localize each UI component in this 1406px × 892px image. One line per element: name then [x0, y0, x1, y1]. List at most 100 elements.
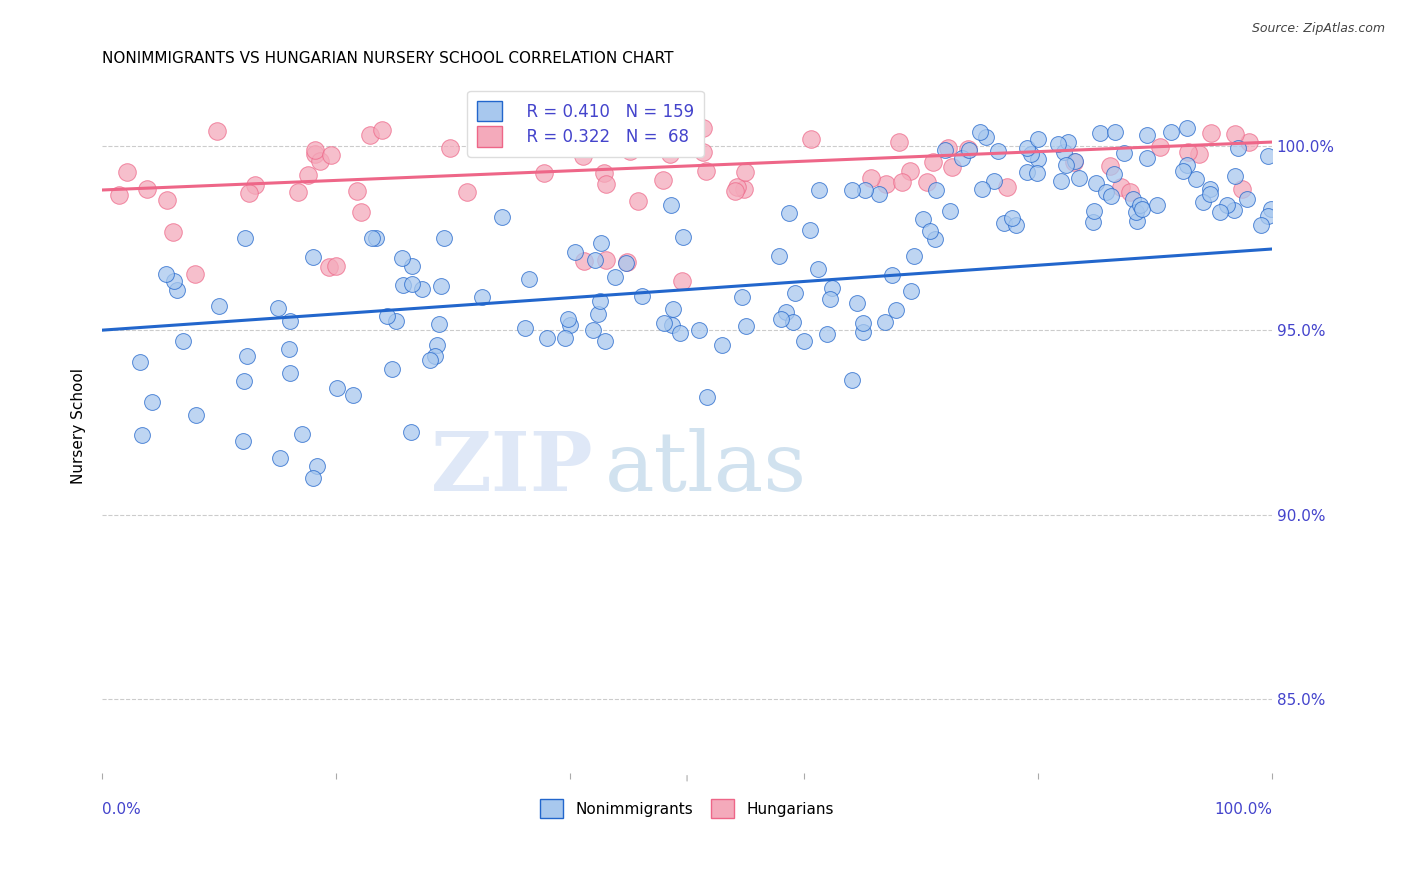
Point: [1114, 146, 1136, 161]
Point: [851, 316, 873, 330]
Point: [456, 185, 478, 199]
Point: [156, 193, 179, 207]
Point: [582, 323, 605, 337]
Point: [269, 450, 291, 465]
Point: [724, 185, 747, 199]
Point: [135, 182, 157, 196]
Point: [1005, 218, 1028, 232]
Point: [614, 256, 637, 270]
Point: [392, 278, 415, 293]
Point: [778, 206, 800, 220]
Point: [425, 349, 447, 363]
Point: [936, 141, 959, 155]
Point: [1223, 169, 1246, 184]
Point: [1175, 158, 1198, 172]
Point: [364, 231, 387, 245]
Point: [155, 267, 177, 281]
Point: [1088, 126, 1111, 140]
Point: [731, 290, 754, 304]
Point: [659, 198, 682, 212]
Point: [301, 251, 323, 265]
Point: [841, 373, 863, 387]
Point: [1136, 151, 1159, 165]
Point: [595, 178, 617, 192]
Point: [672, 230, 695, 244]
Point: [558, 318, 581, 332]
Point: [987, 144, 1010, 158]
Point: [995, 180, 1018, 194]
Point: [184, 408, 207, 422]
Point: [1209, 204, 1232, 219]
Point: [1236, 192, 1258, 206]
Point: [868, 187, 890, 202]
Point: [820, 280, 842, 294]
Point: [430, 278, 453, 293]
Point: [574, 253, 596, 268]
Point: [297, 168, 319, 182]
Point: [184, 267, 207, 281]
Point: [571, 148, 593, 162]
Point: [1081, 215, 1104, 229]
Point: [734, 319, 756, 334]
Point: [291, 427, 314, 442]
Point: [1125, 205, 1147, 219]
Point: [427, 317, 450, 331]
Point: [1132, 202, 1154, 216]
Point: [793, 334, 815, 349]
Point: [305, 458, 328, 473]
Point: [1185, 171, 1208, 186]
Point: [1135, 128, 1157, 142]
Point: [554, 331, 576, 345]
Point: [1146, 198, 1168, 212]
Point: [1111, 180, 1133, 194]
Point: [1099, 189, 1122, 203]
Point: [711, 338, 734, 352]
Point: [370, 122, 392, 136]
Point: [886, 303, 908, 318]
Point: [375, 309, 398, 323]
Point: [207, 124, 229, 138]
Point: [172, 334, 194, 349]
Text: NONIMMIGRANTS VS HUNGARIAN NURSERY SCHOOL CORRELATION CHART: NONIMMIGRANTS VS HUNGARIAN NURSERY SCHOO…: [103, 51, 673, 66]
Point: [1177, 145, 1199, 159]
Point: [1054, 158, 1077, 172]
Point: [433, 231, 456, 245]
Point: [304, 144, 326, 158]
Point: [1083, 204, 1105, 219]
Point: [799, 223, 821, 237]
Point: [1094, 186, 1116, 200]
Point: [350, 205, 373, 219]
Point: [890, 175, 912, 189]
Point: [1026, 152, 1049, 166]
Point: [1001, 211, 1024, 225]
Point: [233, 374, 256, 388]
Point: [1260, 202, 1282, 217]
Point: [887, 135, 910, 149]
Point: [1257, 148, 1279, 162]
Point: [815, 326, 838, 341]
Point: [1223, 203, 1246, 218]
Point: [1160, 125, 1182, 139]
Point: [233, 231, 256, 245]
Point: [768, 249, 790, 263]
Point: [1102, 167, 1125, 181]
Point: [1098, 159, 1121, 173]
Point: [1053, 145, 1076, 159]
Point: [595, 252, 617, 267]
Point: [557, 312, 579, 326]
Point: [924, 232, 946, 246]
Point: [688, 323, 710, 337]
Point: [346, 184, 368, 198]
Point: [603, 270, 626, 285]
Point: [309, 154, 332, 169]
Point: [533, 166, 555, 180]
Point: [515, 320, 537, 334]
Point: [399, 425, 422, 439]
Point: [1149, 140, 1171, 154]
Point: [1188, 147, 1211, 161]
Point: [661, 318, 683, 333]
Legend: Nonimmigrants, Hungarians: Nonimmigrants, Hungarians: [534, 793, 841, 824]
Text: ZIP: ZIP: [430, 427, 593, 508]
Point: [1122, 193, 1144, 207]
Point: [1067, 171, 1090, 186]
